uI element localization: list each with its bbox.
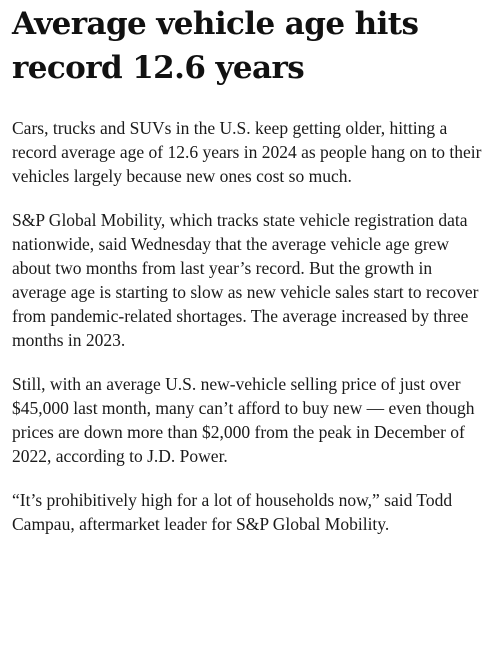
article-paragraph: Still, with an average U.S. new-vehicle … [12, 374, 475, 466]
article-paragraph: S&P Global Mobility, which tracks state … [12, 210, 479, 350]
article-paragraph: “It’s prohibitively high for a lot of ho… [12, 490, 453, 534]
news-article: Average vehicle age hits record 12.6 yea… [12, 0, 488, 556]
article-paragraph: Cars, trucks and SUVs in the U.S. keep g… [12, 118, 482, 186]
article-headline: Average vehicle age hits record 12.6 yea… [12, 6, 419, 86]
article-body: Cars, trucks and SUVs in the U.S. keep g… [12, 116, 488, 536]
